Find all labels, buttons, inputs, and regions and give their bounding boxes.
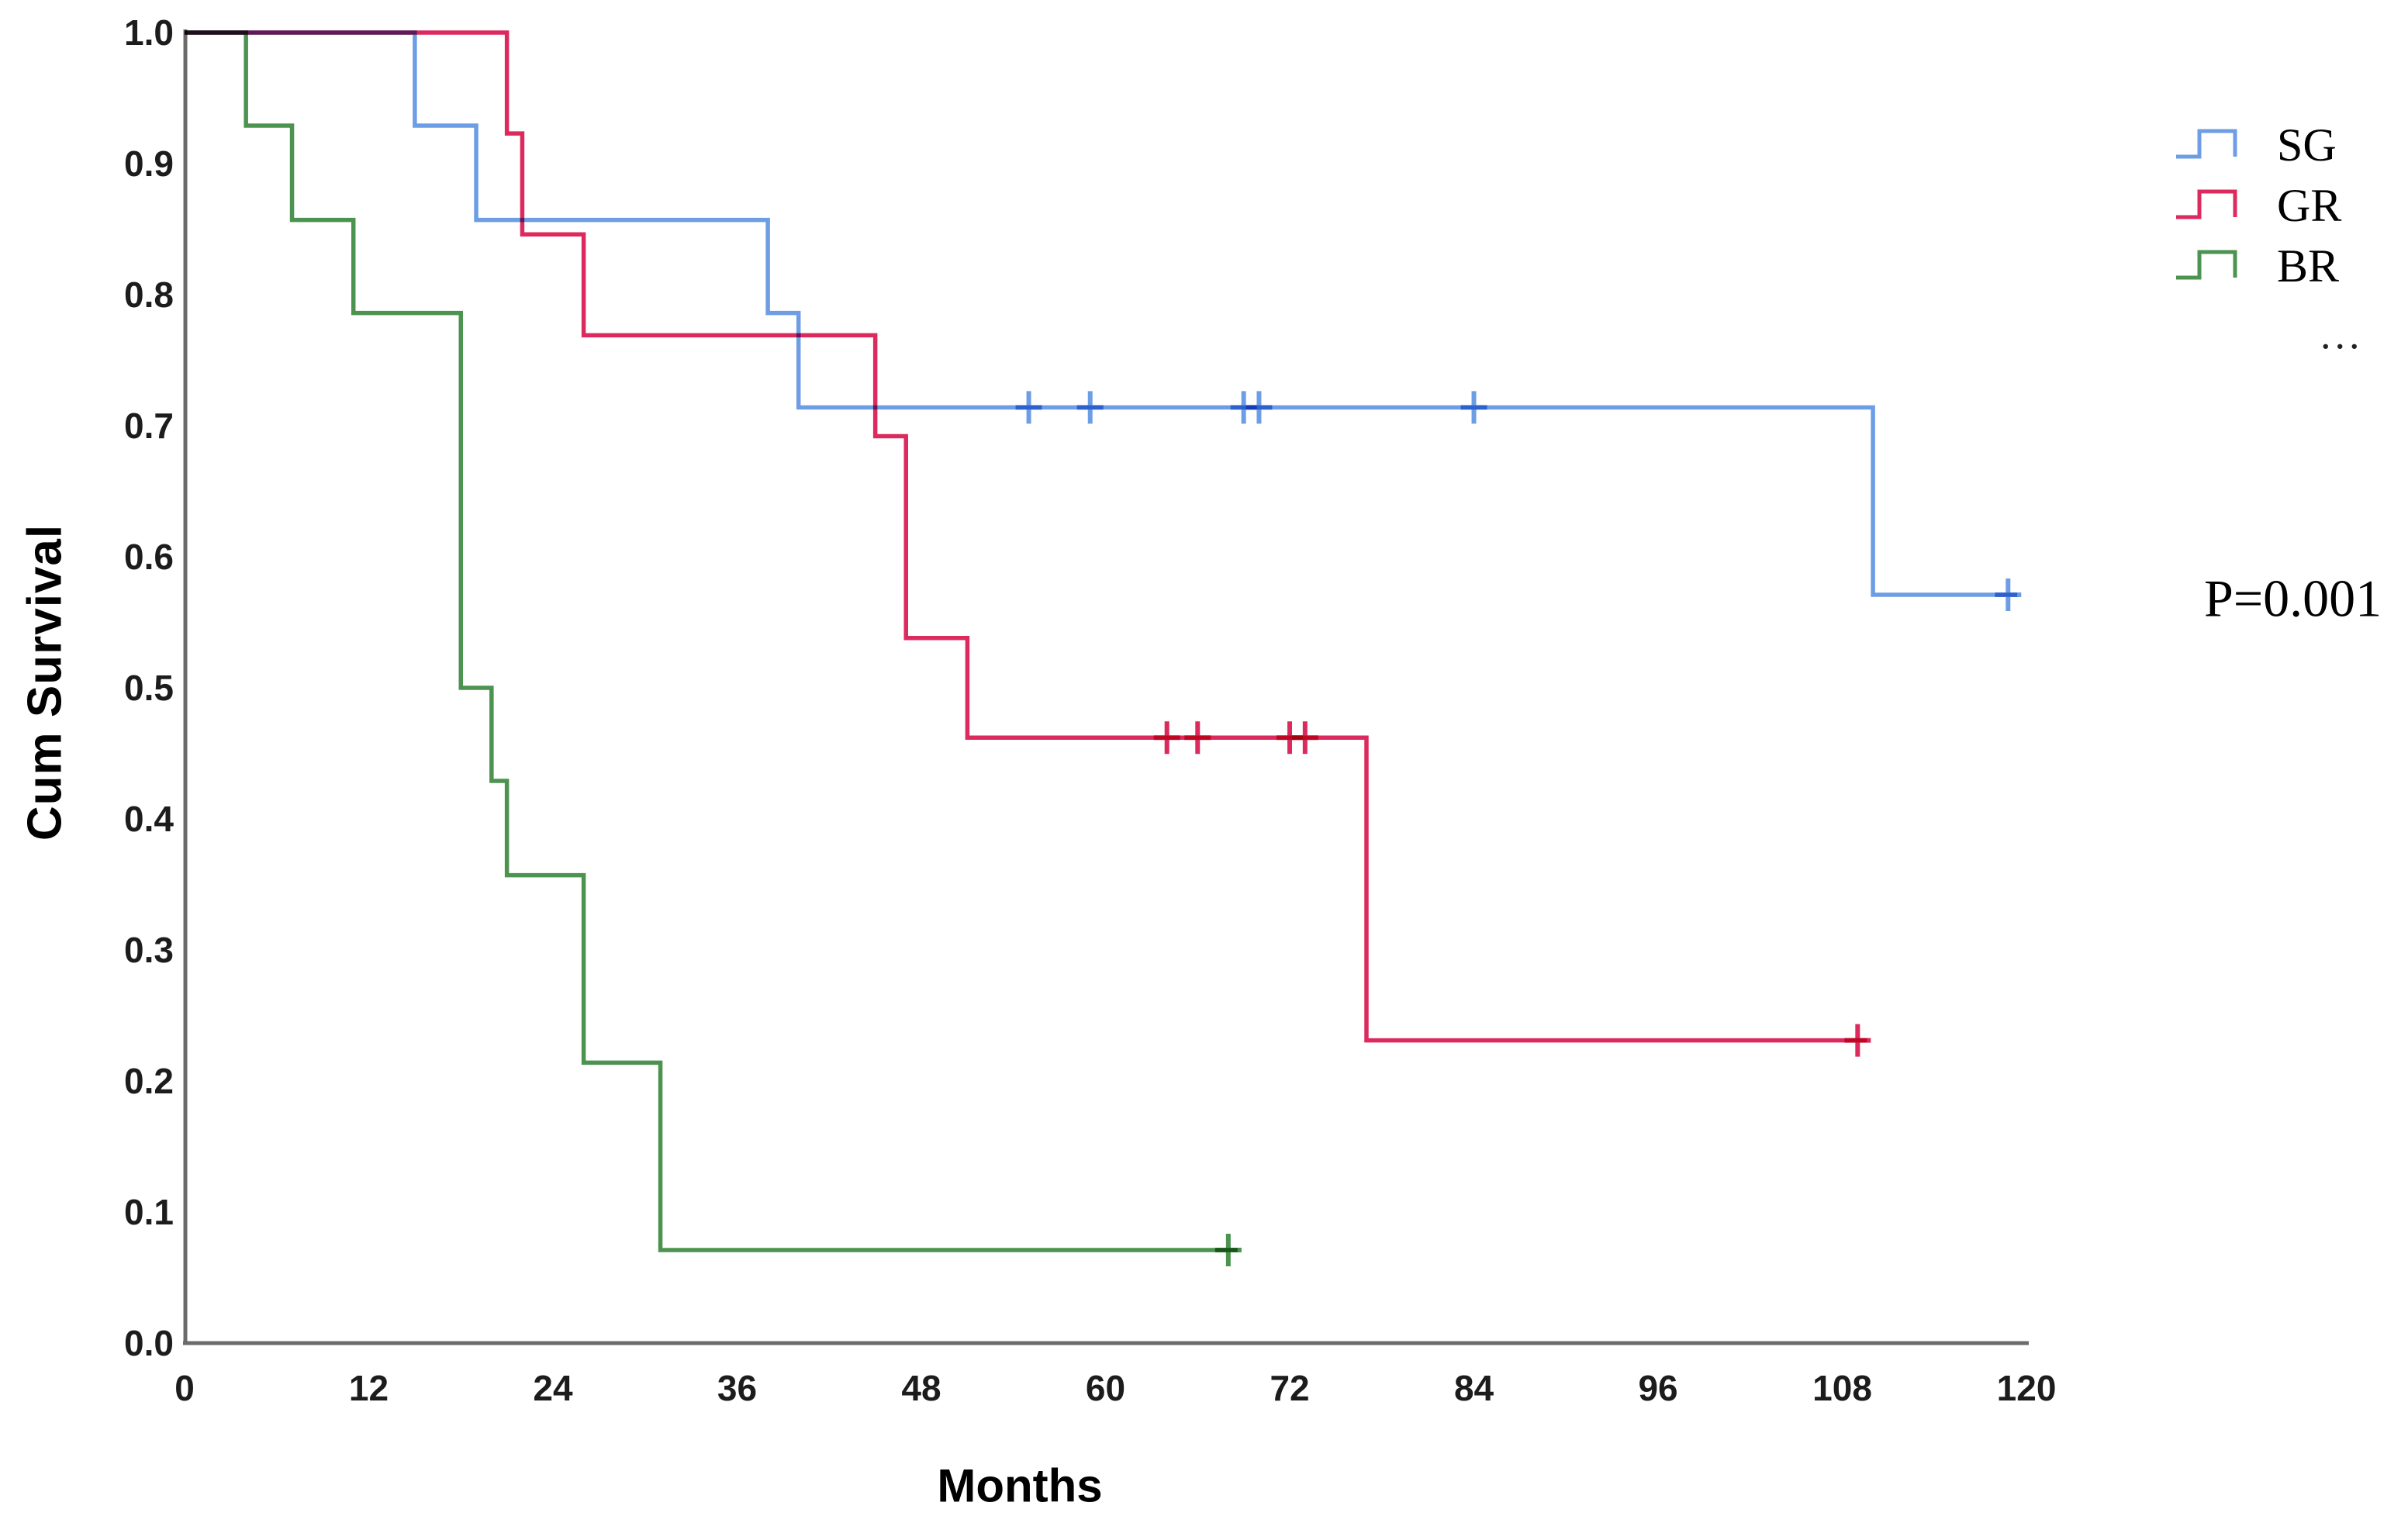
y-tick-label: 1.0 <box>124 12 174 53</box>
x-tick-label: 48 <box>901 1368 941 1408</box>
y-axis-title: Cum Survival <box>18 523 72 841</box>
y-tick-label: 0.9 <box>124 143 174 184</box>
x-tick-label: 0 <box>174 1368 195 1408</box>
legend-item-sg: SG <box>2173 115 2341 175</box>
x-tick-label: 12 <box>349 1368 389 1408</box>
legend-label-br: BR <box>2277 240 2340 292</box>
br-step-line-icon <box>2176 250 2237 280</box>
y-tick-label: 0.5 <box>124 668 174 708</box>
legend-label-gr: GR <box>2277 180 2342 231</box>
y-axis-tick-labels: 0.0 0.1 0.2 0.3 0.4 0.5 0.6 0.7 0.8 0.9 1.0 <box>124 12 174 1363</box>
y-tick-label: 0.2 <box>124 1061 174 1101</box>
x-tick-label: 84 <box>1454 1368 1494 1408</box>
sg-curve <box>185 30 2018 597</box>
x-tick-label: 24 <box>533 1368 573 1408</box>
gr-censor-mark <box>1844 1024 1871 1057</box>
sg-censor-mark <box>1015 391 1042 424</box>
y-tick-label: 0.4 <box>124 799 174 839</box>
x-tick-label: 60 <box>1086 1368 1125 1408</box>
x-tick-label: 96 <box>1638 1368 1677 1408</box>
y-tick-label: 0.0 <box>124 1323 174 1363</box>
survival-curves <box>185 30 2018 1252</box>
x-tick-label: 108 <box>1812 1368 1872 1408</box>
y-tick-label: 0.1 <box>124 1192 174 1232</box>
gr-curve <box>185 30 1867 1043</box>
br-curve <box>185 30 1238 1252</box>
legend-ellipsis: ... <box>2320 311 2364 357</box>
sg-censor-mark <box>1245 391 1273 424</box>
sg-censor-mark <box>1460 391 1487 424</box>
x-axis-tick-labels: 0 12 24 36 48 60 72 84 96 108 120 <box>174 1368 2056 1408</box>
gr-censor-mark <box>1291 721 1318 755</box>
p-value-annotation: P=0.001 <box>2204 568 2382 628</box>
legend-item-gr: GR <box>2173 175 2341 236</box>
legend: SG GR BR <box>2173 115 2341 296</box>
gr-step-line-icon <box>2176 189 2237 219</box>
sg-censor-mark <box>1995 578 2022 612</box>
legend-label-sg: SG <box>2277 119 2337 171</box>
legend-item-br: BR <box>2173 236 2341 296</box>
y-tick-label: 0.3 <box>124 930 174 970</box>
x-tick-label: 36 <box>717 1368 757 1408</box>
br-censor-mark <box>1214 1234 1242 1267</box>
axes <box>183 29 2029 1345</box>
censor-marks <box>1015 391 2022 1267</box>
y-tick-label: 0.7 <box>124 406 174 446</box>
sg-step-line-icon <box>2176 129 2237 159</box>
x-tick-label: 72 <box>1270 1368 1309 1408</box>
x-tick-label: 120 <box>1997 1368 2057 1408</box>
gr-censor-mark <box>1153 721 1180 755</box>
y-tick-label: 0.6 <box>124 537 174 577</box>
sg-censor-mark <box>1076 391 1104 424</box>
y-tick-label: 0.8 <box>124 275 174 315</box>
gr-censor-mark <box>1184 721 1211 755</box>
x-axis-title: Months <box>937 1459 1103 1512</box>
